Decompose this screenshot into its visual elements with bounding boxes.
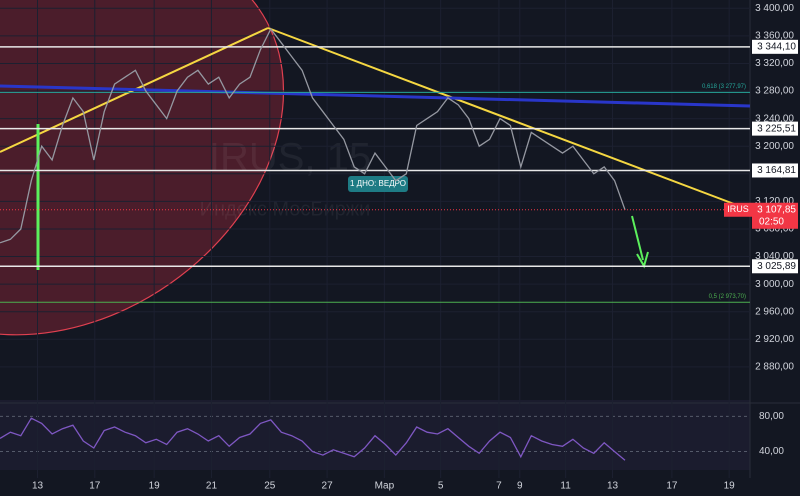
x-tick-label: 5	[438, 481, 444, 492]
y2-tick-label: 40,00	[759, 446, 784, 457]
y-tick-label: 3 080,00	[755, 224, 794, 235]
last-price-name-box	[724, 202, 752, 217]
annotation-box	[348, 176, 408, 192]
x-tick-label: 19	[149, 481, 161, 492]
trendline	[267, 27, 751, 211]
fib-label: 0,618 (3 277,97)	[702, 84, 746, 90]
level-label: 3 344,10	[757, 41, 796, 52]
level-label: 3 025,89	[757, 261, 796, 272]
level-label: 3 164,81	[757, 165, 796, 176]
level-label-box	[752, 39, 798, 54]
y-tick-label: 3 040,00	[755, 251, 794, 262]
last-price-time: 02:50	[759, 216, 784, 227]
series-line	[0, 27, 626, 244]
x-tick-label: 19	[724, 481, 736, 492]
y-tick-label: 3 360,00	[755, 31, 794, 42]
y-tick-label: 2 960,00	[755, 306, 794, 317]
level-label-box	[752, 259, 798, 274]
x-tick-label: 17	[666, 481, 678, 492]
last-price-name: IRUS	[727, 204, 749, 214]
y-tick-label: 3 200,00	[755, 141, 794, 152]
y-tick-label: 3 240,00	[755, 113, 794, 124]
x-tick-label: 21	[206, 481, 218, 492]
level-label-box	[752, 163, 798, 178]
x-tick-label: Мар	[375, 481, 395, 492]
level-label: 3 225,51	[757, 123, 796, 134]
y-tick-label: 2 920,00	[755, 334, 794, 345]
y-tick-label: 3 000,00	[755, 279, 794, 290]
x-tick-label: 13	[32, 481, 44, 492]
x-tick-label: 25	[264, 481, 276, 492]
arrow	[631, 215, 644, 261]
y-tick-label: 3 120,00	[755, 196, 794, 207]
y-tick-label: 3 280,00	[755, 86, 794, 97]
watermark: IRUS, 15	[209, 136, 371, 180]
last-price-label: 3 107,85	[757, 204, 796, 215]
x-tick-label: 13	[607, 481, 619, 492]
y-tick-label: 3 400,00	[755, 3, 794, 14]
y-tick-label: 2 880,00	[755, 362, 794, 373]
x-tick-label: 11	[560, 481, 571, 492]
annotation: 1 ДНО: ВЕДРО	[350, 179, 406, 188]
last-price-box	[752, 202, 798, 229]
y2-tick-label: 80,00	[759, 411, 784, 422]
x-tick-label: 9	[517, 481, 523, 492]
x-tick-label: 17	[89, 481, 101, 492]
plot	[0, 0, 750, 478]
fib-label: 0,5 (2 973,70)	[709, 294, 746, 300]
x-tick-label: 27	[322, 481, 334, 492]
x-tick-label: 7	[496, 481, 502, 492]
trendline	[0, 84, 751, 108]
level-label-box	[752, 121, 798, 136]
y-tick-label: 3 320,00	[755, 58, 794, 69]
series-line	[0, 417, 626, 461]
